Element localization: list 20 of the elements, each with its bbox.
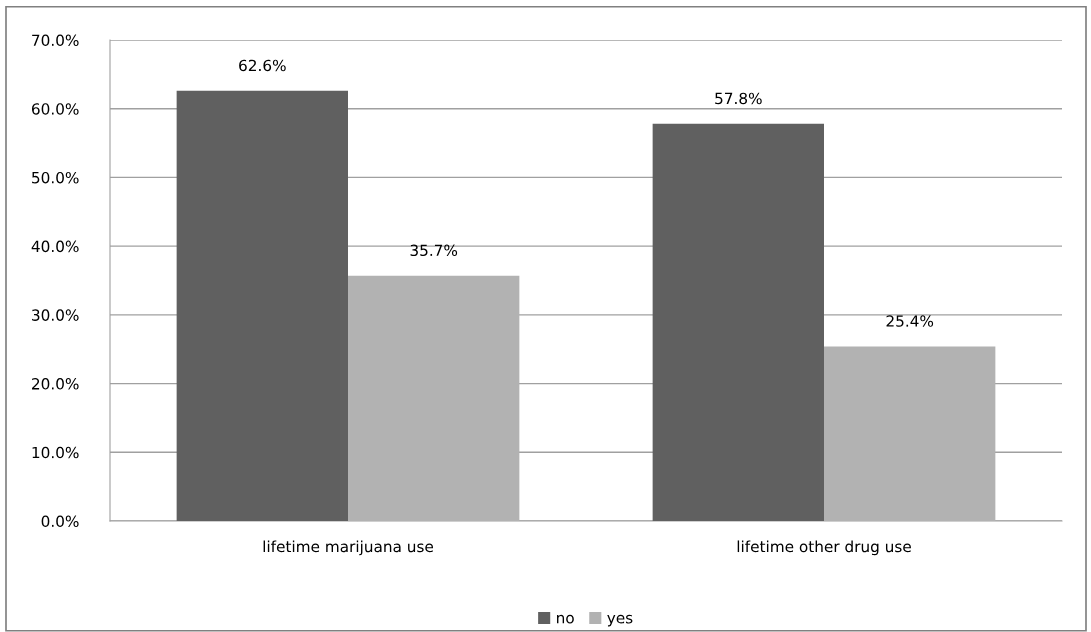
data-label: 35.7% [410,244,458,257]
y-tick-label: 50.0% [32,171,79,184]
bar [652,123,824,521]
y-tick-label: 30.0% [32,309,79,321]
data-label: 57.8% [715,92,762,105]
y-tick-label: 60.0% [31,103,79,115]
legend-label: yes [607,614,633,627]
bar [348,275,520,521]
bar [824,346,996,521]
x-tick-label: lifetime marijuana use [263,540,434,556]
y-tick-label: 10.0% [32,446,79,459]
data-label: 25.4% [886,315,934,327]
y-tick-label: 20.0% [32,378,79,390]
y-tick-label: 70.0% [32,34,79,47]
data-label: 62.6% [239,59,286,72]
y-tick-label: 40.0% [31,240,79,253]
bar [176,90,348,521]
y-tick-label: 0.0% [41,515,79,528]
legend-label: no [557,614,574,624]
x-tick-label: lifetime other drug use [737,540,911,556]
